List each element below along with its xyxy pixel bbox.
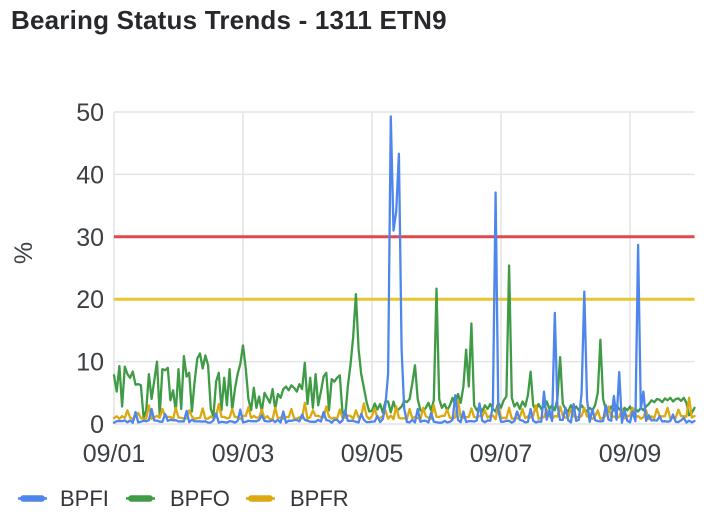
svg-text:50: 50 bbox=[76, 99, 104, 127]
svg-text:09/05: 09/05 bbox=[341, 440, 404, 468]
svg-text:0: 0 bbox=[90, 411, 104, 439]
svg-text:09/03: 09/03 bbox=[212, 440, 275, 468]
svg-text:30: 30 bbox=[76, 224, 104, 252]
svg-text:09/07: 09/07 bbox=[470, 440, 533, 468]
svg-text:BPFI: BPFI bbox=[60, 486, 109, 511]
svg-text:BPFR: BPFR bbox=[290, 486, 349, 511]
svg-text:Bearing Status Trends - 1311 E: Bearing Status Trends - 1311 ETN9 bbox=[11, 5, 447, 35]
svg-text:%: % bbox=[10, 242, 38, 264]
svg-text:BPFO: BPFO bbox=[170, 486, 230, 511]
svg-text:09/01: 09/01 bbox=[83, 440, 146, 468]
svg-text:09/09: 09/09 bbox=[599, 440, 662, 468]
svg-text:40: 40 bbox=[76, 161, 104, 189]
svg-text:20: 20 bbox=[76, 286, 104, 314]
svg-text:10: 10 bbox=[76, 349, 104, 377]
